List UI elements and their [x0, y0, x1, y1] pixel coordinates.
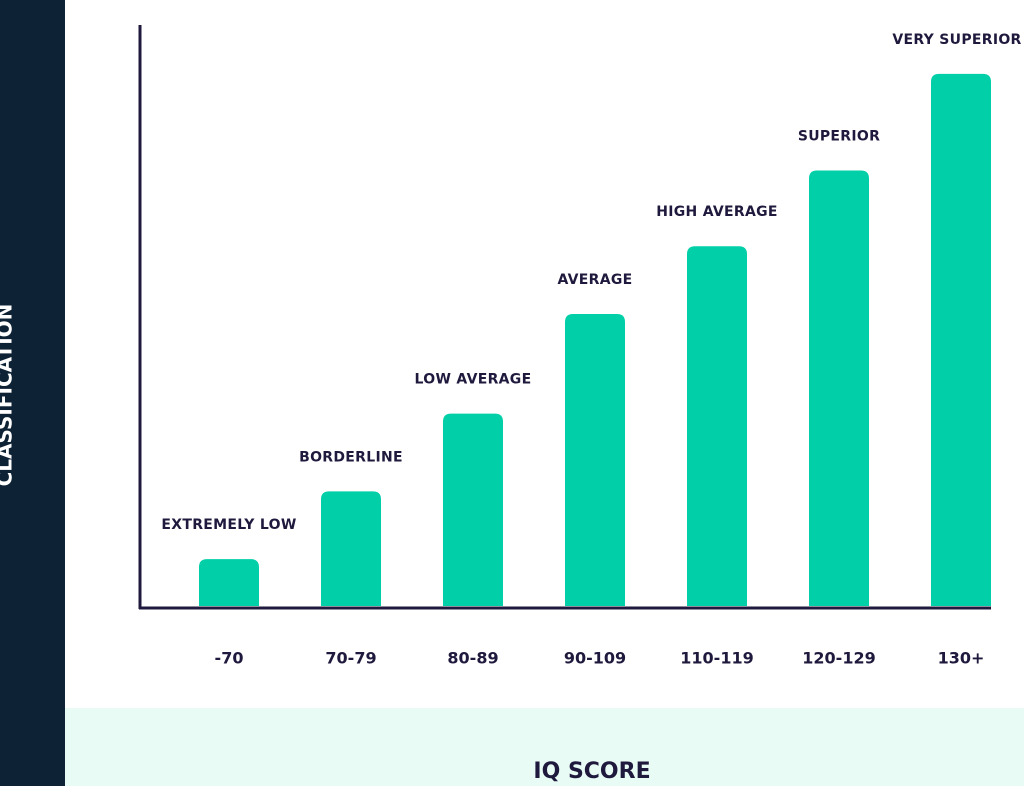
bottom-panel	[65, 708, 1024, 786]
x-tick-label: 120-129	[802, 649, 875, 668]
x-tick-label: 110-119	[680, 649, 753, 668]
x-tick-label: 90-109	[564, 649, 626, 668]
bar-label: SUPERIOR	[798, 128, 880, 144]
bar	[687, 246, 747, 607]
x-tick-label: 70-79	[325, 649, 376, 668]
bar	[809, 170, 869, 606]
bar	[321, 491, 381, 606]
x-axis-label: IQ SCORE	[533, 759, 650, 784]
side-panel	[0, 0, 65, 786]
bar-label: HIGH AVERAGE	[656, 204, 778, 220]
bar	[199, 559, 259, 606]
bar	[931, 73, 991, 606]
bar-label: LOW AVERAGE	[415, 372, 532, 388]
x-tick-label: -70	[215, 649, 244, 668]
bar-label: EXTREMELY LOW	[161, 517, 296, 533]
x-tick-label: 130+	[938, 649, 985, 668]
x-tick-label: 80-89	[447, 649, 498, 668]
bar	[565, 314, 625, 606]
bar-label: AVERAGE	[557, 272, 632, 288]
bar	[443, 413, 503, 606]
bar-label: BORDERLINE	[299, 449, 403, 465]
bar-label: VERY SUPERIOR	[892, 32, 1021, 48]
y-axis-label: CLASSIFICATION	[0, 304, 17, 487]
